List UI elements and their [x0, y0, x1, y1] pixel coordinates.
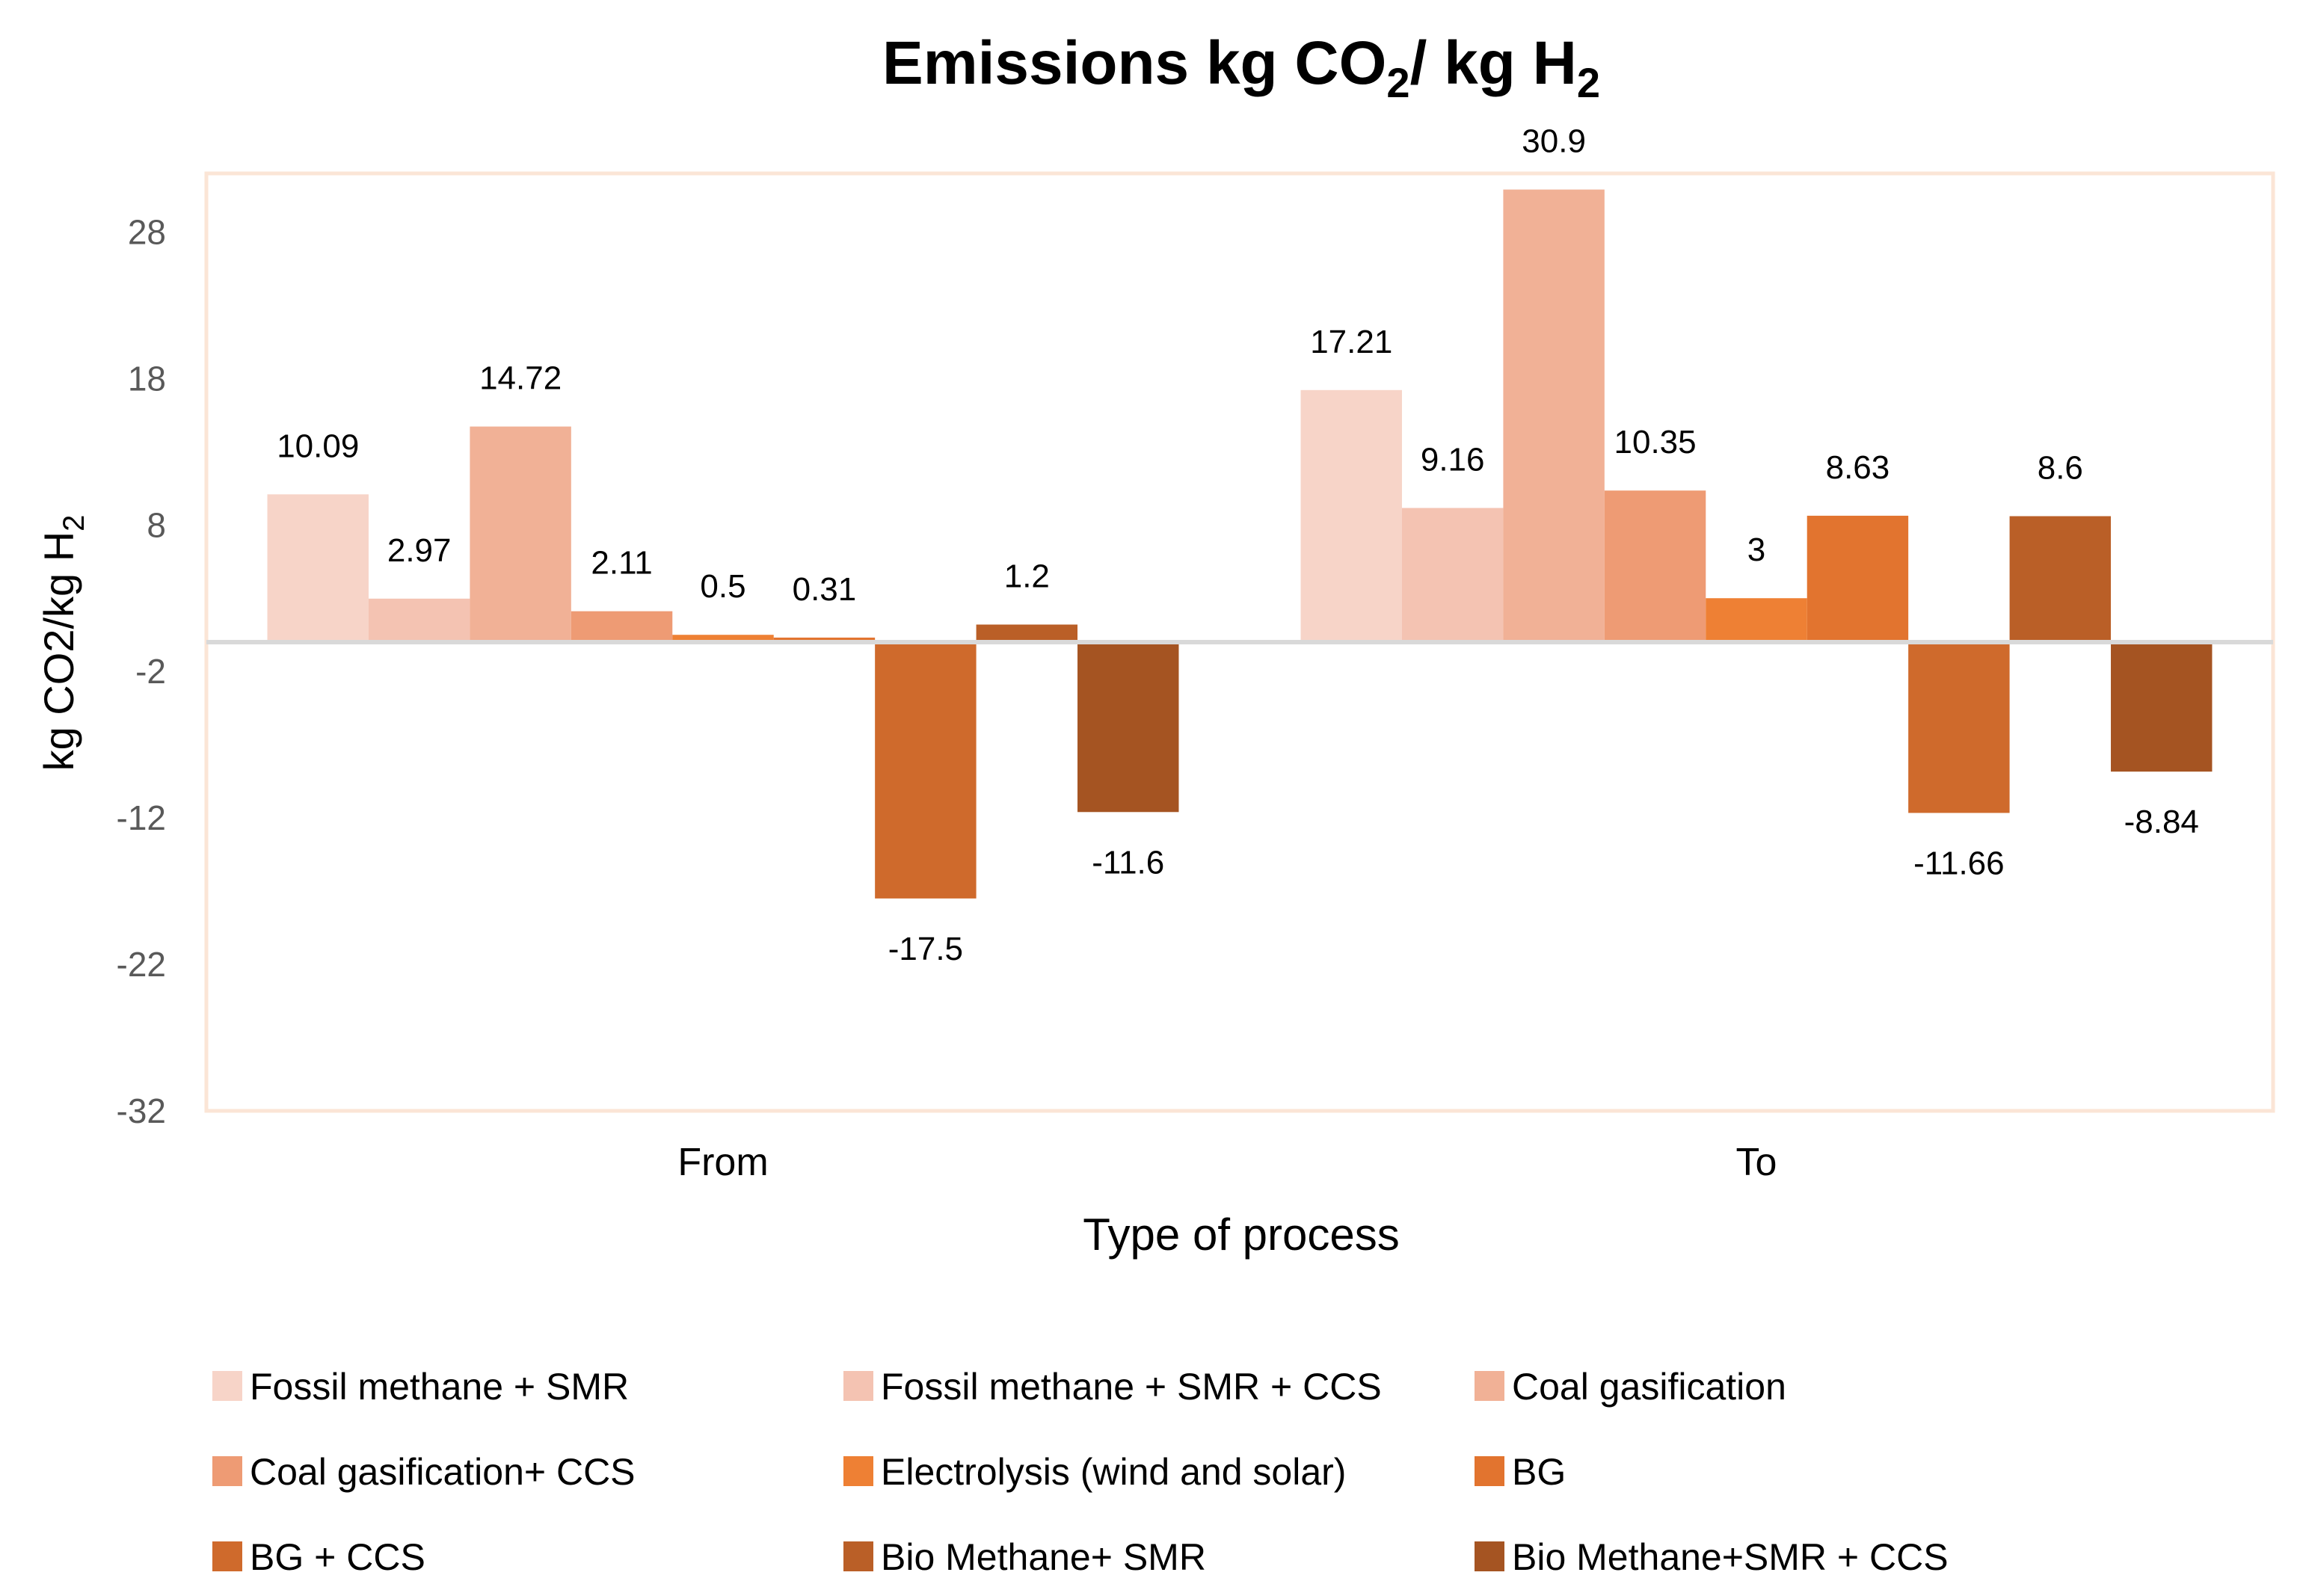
bar [875, 642, 977, 899]
y-axis-label-sub: 2 [58, 515, 90, 532]
legend-label: Bio Methane+SMR + CCS [1512, 1536, 1949, 1578]
bar [1604, 490, 1706, 642]
data-label: 8.6 [2038, 449, 2083, 486]
y-ticks: 28 18 8 -2 -12 -22 -32 [117, 212, 166, 1130]
data-label: 10.35 [1614, 424, 1697, 460]
data-label: 17.21 [1310, 324, 1392, 360]
bar [1908, 642, 2010, 813]
data-label: 0.31 [793, 571, 857, 608]
data-label: -11.6 [1092, 844, 1164, 881]
bar [773, 637, 876, 642]
legend-label: Coal gasification [1512, 1366, 1786, 1408]
data-label: 2.97 [387, 532, 452, 569]
legend: Fossil methane + SMR Fossil methane + SMR… [212, 1366, 1949, 1578]
y-tick-label: -32 [117, 1091, 166, 1130]
bar [1503, 189, 1605, 643]
legend-label: Electrolysis (wind and solar) [881, 1451, 1346, 1493]
chart-title-main: Emissions kg CO [882, 29, 1386, 97]
bar [2009, 516, 2112, 642]
bars [267, 189, 2213, 899]
legend-label: Bio Methane+ SMR [881, 1536, 1206, 1578]
bar [976, 624, 1078, 642]
legend-swatch [212, 1541, 242, 1571]
legend-swatch [843, 1371, 873, 1401]
x-category-label: From [677, 1141, 768, 1184]
data-label: -17.5 [888, 931, 963, 967]
legend-label: BG + CCS [250, 1536, 425, 1578]
data-label: 14.72 [479, 360, 562, 397]
x-category-label: To [1736, 1141, 1777, 1184]
y-tick-label: 8 [147, 505, 166, 544]
legend-label: Coal gasification+ CCS [250, 1451, 636, 1493]
data-label: 0.5 [700, 568, 745, 605]
data-label: 3 [1747, 532, 1765, 568]
bar [267, 494, 369, 642]
chart-title-sub1: 2 [1386, 59, 1409, 106]
y-tick-label: 28 [128, 212, 166, 251]
data-label: -8.84 [2124, 804, 2199, 840]
data-label: 8.63 [1826, 449, 1890, 486]
legend-swatch [212, 1456, 242, 1486]
data-label: 9.16 [1421, 442, 1485, 478]
legend-swatch [1475, 1541, 1504, 1571]
bar [672, 635, 774, 642]
legend-label: Fossil methane + SMR [250, 1366, 629, 1408]
y-tick-label: -22 [117, 945, 166, 984]
bar [1706, 598, 1807, 642]
legend-swatch [1475, 1371, 1504, 1401]
chart-title: Emissions kg CO2/ kg H2 [882, 29, 1600, 106]
legend-swatch [1475, 1456, 1504, 1486]
bar [368, 598, 470, 642]
y-tick-label: 18 [128, 359, 166, 398]
legend-swatch [843, 1541, 873, 1571]
x-axis-label: Type of process [1083, 1210, 1400, 1260]
legend-swatch [843, 1456, 873, 1486]
data-labels: 10.09 2.97 14.72 2.11 0.5 0.31 -17.5 1.2 -11.6 17… [277, 123, 2199, 967]
bar [1401, 508, 1504, 642]
bar [1807, 515, 1909, 642]
chart-title-sub2: 2 [1577, 59, 1600, 106]
x-categories: From To [677, 1141, 1777, 1184]
bar [1077, 642, 1179, 813]
y-tick-label: -12 [117, 798, 166, 837]
data-label: 30.9 [1522, 123, 1586, 160]
chart-title-mid: / kg H [1410, 29, 1577, 97]
legend-label: Fossil methane + SMR + CCS [881, 1366, 1382, 1408]
bar [2111, 642, 2213, 772]
legend-label: BG [1512, 1451, 1566, 1493]
y-tick-label: -2 [135, 652, 166, 691]
bar [470, 426, 571, 642]
bar [571, 611, 673, 642]
y-axis-label-main: kg CO2/kg H [35, 532, 82, 771]
data-label: 2.11 [591, 545, 652, 582]
data-label: 1.2 [1004, 558, 1050, 594]
data-label: 10.09 [277, 428, 359, 464]
y-axis-label: kg CO2/kg H2 [35, 515, 90, 771]
bar [1300, 389, 1402, 642]
legend-swatch [212, 1371, 242, 1401]
data-label: -11.66 [1913, 845, 2005, 881]
